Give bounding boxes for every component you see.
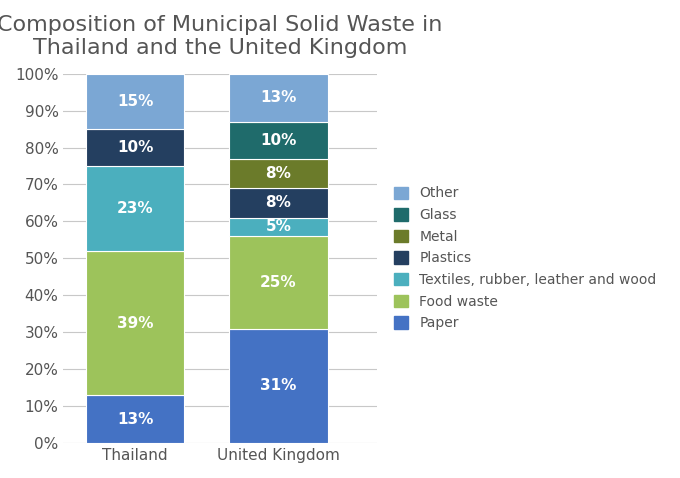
Text: 13%: 13% bbox=[260, 90, 296, 105]
Text: 25%: 25% bbox=[260, 275, 296, 290]
Bar bbox=[229, 236, 328, 328]
Bar bbox=[86, 251, 184, 395]
Text: 8%: 8% bbox=[265, 166, 291, 181]
Bar bbox=[229, 122, 328, 159]
Text: 8%: 8% bbox=[265, 196, 291, 210]
Text: 5%: 5% bbox=[265, 219, 291, 235]
Bar bbox=[86, 129, 184, 166]
Text: 10%: 10% bbox=[117, 140, 153, 155]
Text: 10%: 10% bbox=[260, 133, 296, 148]
Bar bbox=[229, 74, 328, 122]
Bar bbox=[86, 74, 184, 129]
Bar bbox=[229, 328, 328, 443]
Text: 15%: 15% bbox=[117, 94, 153, 109]
Text: 39%: 39% bbox=[117, 315, 153, 331]
Text: 31%: 31% bbox=[260, 379, 296, 393]
Bar bbox=[86, 395, 184, 443]
Legend: Other, Glass, Metal, Plastics, Textiles, rubber, leather and wood, Food waste, P: Other, Glass, Metal, Plastics, Textiles,… bbox=[390, 182, 661, 335]
Bar bbox=[229, 218, 328, 236]
Text: 13%: 13% bbox=[117, 412, 153, 427]
Bar bbox=[229, 188, 328, 218]
Title: Composition of Municipal Solid Waste in
Thailand and the United Kingdom: Composition of Municipal Solid Waste in … bbox=[0, 15, 443, 58]
Text: 23%: 23% bbox=[117, 201, 154, 216]
Bar bbox=[86, 166, 184, 251]
Bar bbox=[229, 159, 328, 188]
